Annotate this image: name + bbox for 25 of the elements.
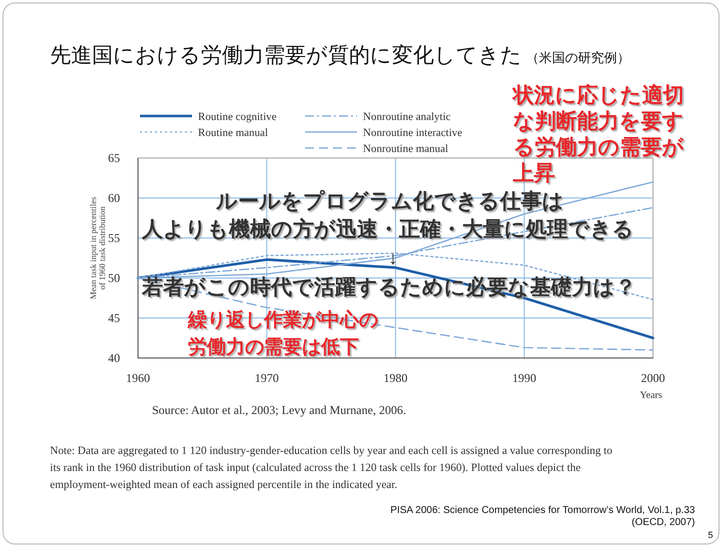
annotation: 状況に応じた適切な判断能力を要する労働力の需要が上昇 (511, 83, 684, 185)
text: PISA 2006: Science Competencies for Tomorrow’s World, Vol.1, p.33 (OECD, 2007) (390, 505, 696, 528)
legend-label: Nonroutine manual (363, 142, 448, 155)
x-tick-label: 2000 (641, 371, 665, 385)
text: 5 (708, 530, 713, 540)
y-tick-label: 60 (108, 191, 120, 206)
x-tick-label: 1970 (254, 371, 279, 385)
x-tick-label: 1980 (384, 371, 408, 385)
legend-label: Routine manual (198, 126, 268, 139)
legend-label: Routine cognitive (198, 110, 277, 123)
y-axis-title: Mean task input in percentiles of 1960 task distribution (88, 196, 107, 300)
y-tick-label: 55 (108, 231, 120, 246)
legend-label: Nonroutine interactive (363, 126, 462, 139)
x-tick-label: 1960 (126, 371, 150, 385)
x-axis-title: Years (640, 390, 662, 401)
y-tick-label: 50 (108, 271, 120, 286)
source-note: Source: Autor et al., 2003; Levy and Murnane, 2006. (152, 403, 406, 417)
y-tick-label: 40 (108, 351, 120, 366)
x-tick-label: 1990 (512, 371, 536, 385)
text: Note: Data are aggregated to 1 120 industry-gender-education cells by year and each cell is assigned a value corresponding to its rank in the 1960 distribution of task input (calculated across the 1 120 task cells for 1960). Plotted values depict the employment-weighted mean of each assigned percentile in the indicated year. (50, 445, 613, 491)
chart-title: 先進国における労働力需要が質的に変化してきた (50, 44, 522, 67)
y-tick-label: 45 (108, 311, 120, 326)
legend-label: Nonroutine analytic (363, 110, 451, 123)
y-tick-label: 65 (108, 151, 120, 166)
chart-subtitle: （米国の研究例） (526, 50, 630, 65)
